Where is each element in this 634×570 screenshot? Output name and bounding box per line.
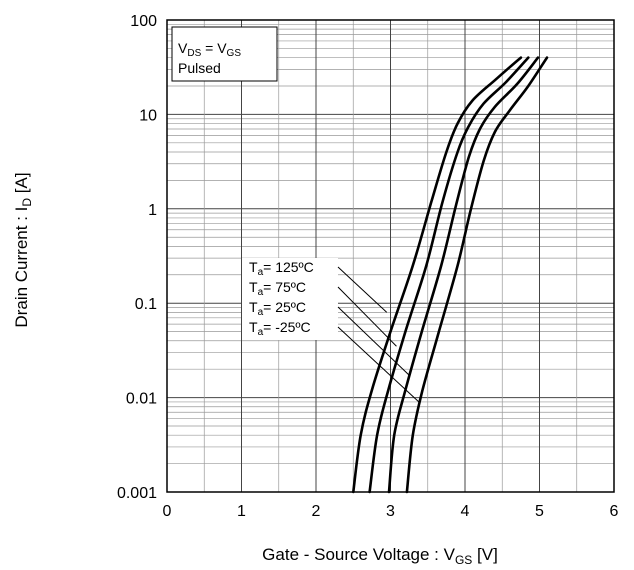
- series-line-3: [387, 56, 540, 494]
- y-tick-label: 0.001: [117, 485, 157, 502]
- y-tick-label: 10: [139, 107, 157, 124]
- y-tick-label: 0.01: [126, 391, 157, 408]
- series-label-3: Ta= 25ºC: [249, 299, 306, 318]
- x-axis-ticks: 0 1 2 3 4 5 6: [163, 503, 619, 520]
- leader-line-1: [337, 266, 388, 313]
- y-axis-title: Drain Current : ID [A]: [12, 172, 34, 327]
- series-line-4: [405, 56, 549, 494]
- x-tick-label: 1: [237, 503, 246, 520]
- series-line-1: [352, 56, 523, 494]
- series-label-2: Ta= 75ºC: [249, 279, 306, 298]
- x-tick-label: 4: [461, 503, 470, 520]
- plot-frame: [166, 19, 615, 493]
- legend-pulsed: Pulsed: [178, 60, 221, 76]
- x-tick-label: 0: [163, 503, 172, 520]
- leader-line-3: [337, 306, 411, 377]
- grid: [167, 20, 614, 493]
- leader-line-2: [337, 286, 397, 347]
- legend-condition: VDS = VGS: [178, 40, 241, 59]
- series-label-background: [242, 258, 338, 340]
- curves: [352, 56, 549, 494]
- y-axis-ticks: 0.001 0.01 0.1 1 10 100: [117, 13, 157, 502]
- x-tick-label: 6: [610, 503, 619, 520]
- x-tick-label: 3: [386, 503, 395, 520]
- x-tick-label: 5: [535, 503, 544, 520]
- x-tick-label: 2: [312, 503, 321, 520]
- y-tick-label: 1: [148, 202, 157, 219]
- series-label-4: Ta= -25ºC: [249, 319, 311, 338]
- y-tick-label: 0.1: [135, 296, 157, 313]
- series-line-2: [368, 56, 530, 494]
- y-tick-label: 100: [130, 13, 157, 30]
- leader-line-4: [337, 326, 420, 403]
- series-label-1: Ta= 125ºC: [249, 259, 314, 278]
- x-axis-title: Gate - Source Voltage : VGS [V]: [262, 545, 498, 567]
- legend-box: VDS = VGS Pulsed: [171, 26, 278, 82]
